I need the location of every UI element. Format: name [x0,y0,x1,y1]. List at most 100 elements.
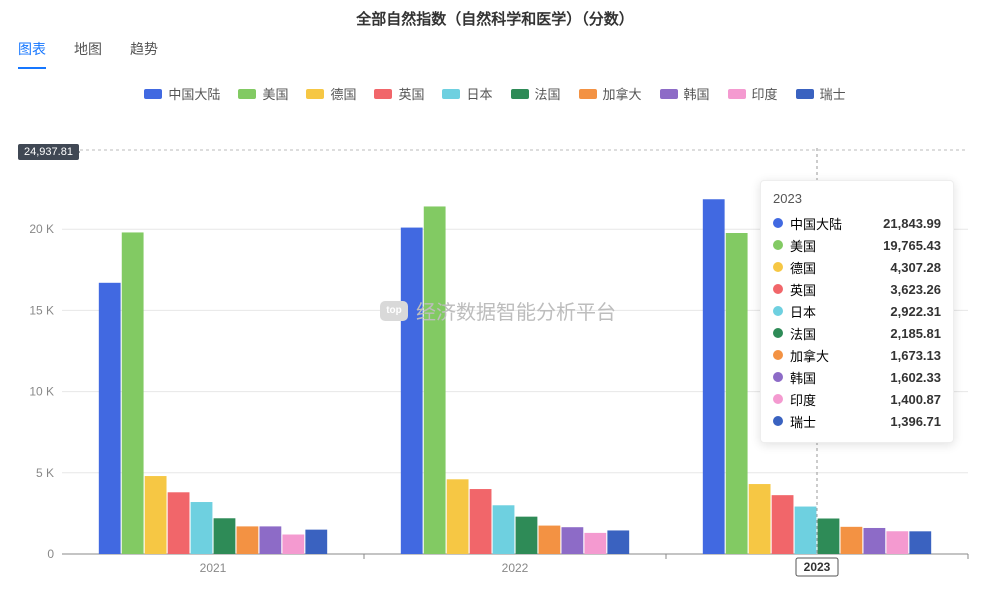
bar [886,531,908,554]
bar [447,479,469,554]
legend-swatch [511,89,529,99]
bar [772,495,794,554]
tooltip-series-name: 美国 [790,236,816,255]
legend-item-5[interactable]: 法国 [511,84,561,103]
legend-label: 英国 [398,84,424,103]
bar [191,502,213,554]
legend-label: 德国 [330,84,356,103]
tooltip-dot [773,350,783,360]
bar [818,519,840,554]
tooltip-series-value: 1,673.13 [890,348,941,363]
legend-item-3[interactable]: 英国 [374,84,424,103]
legend-item-2[interactable]: 德国 [306,84,356,103]
tooltip-series-value: 1,396.71 [890,414,941,429]
tooltip-row-7: 韩国 1,602.33 [773,366,941,388]
tooltip-row-8: 印度1,400.87 [773,388,941,410]
chart-legend: 中国大陆 美国 德国 英国日本 法国 加拿大 韩国印度 瑞士 [0,70,990,109]
legend-swatch [796,89,814,99]
tooltip-row-4: 日本 2,922.31 [773,300,941,322]
max-value-badge: 24,937.81 [18,144,79,160]
legend-item-1[interactable]: 美国 [238,84,288,103]
tooltip-series-value: 19,765.43 [883,238,941,253]
legend-swatch [306,89,324,99]
bar [214,518,236,554]
svg-text:0: 0 [47,547,54,561]
tooltip-series-name: 加拿大 [790,346,829,365]
tooltip-series-value: 21,843.99 [883,216,941,231]
legend-label: 瑞士 [820,84,846,103]
chart-area: 24,937.81 05 K10 K15 K20 K202120222023 t… [18,124,978,588]
bar [841,527,863,554]
legend-item-7[interactable]: 韩国 [660,84,710,103]
bar [516,517,538,554]
tooltip-dot [773,262,783,272]
bar [703,199,725,554]
tooltip-dot [773,328,783,338]
tooltip-series-value: 3,623.26 [890,282,941,297]
legend-swatch [579,89,597,99]
bar [607,530,629,554]
tooltip-series-name: 德国 [790,258,816,277]
bar [424,206,446,554]
bar [99,283,121,554]
bar [168,492,190,554]
tooltip-row-5: 法国2,185.81 [773,322,941,344]
legend-item-6[interactable]: 加拿大 [579,84,642,103]
svg-text:20 K: 20 K [29,222,54,236]
legend-label: 法国 [535,84,561,103]
tooltip-series-value: 1,602.33 [890,370,941,385]
bar [305,530,327,554]
legend-label: 韩国 [684,84,710,103]
bar [795,507,817,554]
tooltip-series-value: 4,307.28 [890,260,941,275]
legend-swatch [660,89,678,99]
tooltip-series-value: 1,400.87 [890,392,941,407]
tooltip-title: 2023 [773,191,941,206]
tooltip: 2023 中国大陆21,843.99 美国 19,765.43 德国 4,307.28 英… [760,180,954,443]
legend-item-8[interactable]: 印度 [728,84,778,103]
tooltip-dot [773,284,783,294]
tooltip-dot [773,218,783,228]
tooltip-dot [773,306,783,316]
tooltip-row-3: 英国3,623.26 [773,278,941,300]
svg-text:5 K: 5 K [36,466,54,480]
tooltip-row-0: 中国大陆21,843.99 [773,212,941,234]
bar [259,526,281,554]
tab-0[interactable]: 图表 [18,39,46,69]
legend-label: 美国 [262,84,288,103]
tooltip-row-6: 加拿大 1,673.13 [773,344,941,366]
legend-item-4[interactable]: 日本 [442,84,492,103]
bar [561,527,583,554]
tab-2[interactable]: 趋势 [130,39,158,69]
tooltip-dot [773,394,783,404]
legend-label: 加拿大 [603,84,642,103]
svg-text:15 K: 15 K [29,303,54,317]
svg-text:2021: 2021 [200,561,227,575]
tooltip-series-value: 2,922.31 [890,304,941,319]
tooltip-dot [773,240,783,250]
legend-swatch [442,89,460,99]
tooltip-series-name: 韩国 [790,368,816,387]
bar [401,228,423,554]
tab-bar: 图表地图趋势 [0,33,990,70]
bar [909,531,931,554]
svg-text:2023: 2023 [804,560,831,574]
bar [749,484,771,554]
tooltip-series-name: 瑞士 [790,412,816,431]
bar [145,476,167,554]
tooltip-series-name: 日本 [790,302,816,321]
bar [237,526,259,554]
legend-label: 中国大陆 [168,84,220,103]
legend-item-9[interactable]: 瑞士 [796,84,846,103]
legend-swatch [238,89,256,99]
chart-title: 全部自然指数（自然科学和医学）（分数） [0,0,990,33]
bar [863,528,885,554]
bar [122,232,144,554]
tab-1[interactable]: 地图 [74,39,102,69]
tooltip-dot [773,372,783,382]
svg-text:2022: 2022 [502,561,529,575]
tooltip-dot [773,416,783,426]
tooltip-row-1: 美国 19,765.43 [773,234,941,256]
legend-item-0[interactable]: 中国大陆 [144,84,220,103]
bar [493,505,515,554]
